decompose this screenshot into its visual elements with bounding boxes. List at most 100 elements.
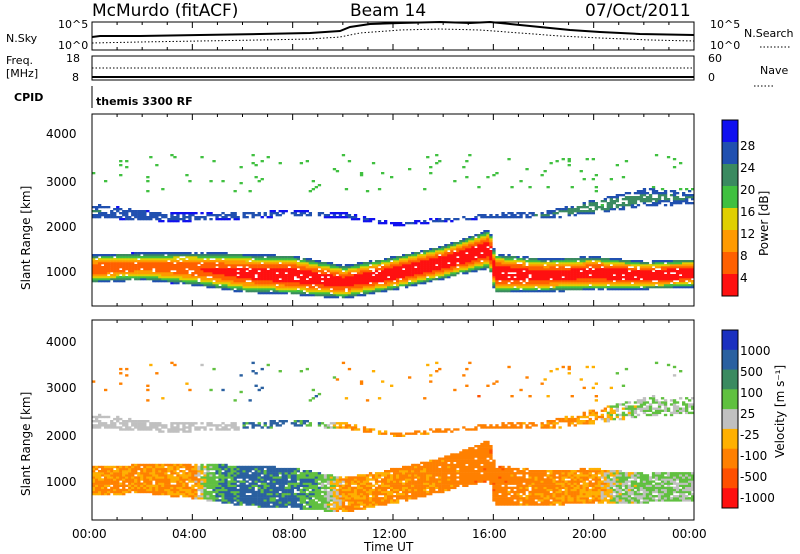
power-cell	[248, 266, 252, 269]
power-cell	[377, 274, 382, 277]
power-cell	[224, 286, 228, 289]
power-cell	[555, 212, 559, 215]
velocity-cell	[125, 424, 129, 427]
velocity-cell	[251, 465, 255, 469]
power-cell	[155, 164, 159, 167]
velocity-cell	[158, 492, 162, 496]
power-cell	[296, 290, 301, 293]
power-cell	[278, 280, 282, 283]
power-cell	[588, 210, 592, 213]
power-cell	[588, 260, 592, 263]
velocity-cell	[137, 426, 141, 429]
power-cell	[513, 278, 517, 281]
power-cell	[465, 218, 469, 221]
power-cell	[618, 262, 623, 265]
power-cell	[362, 274, 367, 277]
power-cell	[648, 270, 653, 273]
velocity-cell	[248, 486, 252, 490]
velocity-cell	[248, 422, 252, 425]
velocity-cell	[188, 467, 192, 471]
power-cell	[522, 274, 526, 277]
power-cell	[347, 216, 352, 219]
power-cell	[263, 274, 267, 277]
power-cell	[450, 258, 454, 261]
power-cell	[654, 270, 659, 273]
velocity-cell	[266, 465, 270, 469]
power-cell	[396, 272, 400, 275]
power-cell	[203, 276, 207, 279]
velocity-cell	[248, 495, 252, 498]
velocity-cell	[227, 472, 231, 475]
power-cell	[528, 258, 532, 261]
power-cell	[110, 266, 114, 269]
velocity-cell	[242, 501, 246, 504]
power-cell	[353, 292, 358, 295]
power-cell	[498, 274, 502, 277]
power-cell	[347, 268, 352, 271]
velocity-cell	[257, 492, 261, 496]
power-cell	[152, 260, 156, 263]
power-cell	[155, 276, 159, 279]
power-cell	[648, 204, 653, 207]
power-cell	[567, 270, 571, 273]
power-cell	[239, 270, 243, 273]
velocity-cell	[182, 426, 186, 429]
power-cell	[236, 280, 240, 283]
power-cell	[639, 190, 644, 193]
power-cell	[675, 282, 680, 285]
power-cell	[489, 234, 493, 237]
velocity-cell	[98, 474, 102, 477]
velocity-cell	[230, 490, 234, 494]
power-cell	[489, 216, 493, 219]
power-cell	[510, 258, 514, 261]
power-cell	[323, 294, 328, 297]
velocity-cell	[239, 497, 243, 500]
power-cell	[278, 282, 282, 285]
velocity-cell	[257, 488, 261, 492]
velocity-cell	[110, 472, 114, 475]
velocity-cell	[146, 482, 150, 485]
power-cell	[275, 274, 279, 277]
power-cell	[221, 252, 225, 255]
power-cell	[323, 280, 328, 283]
power-cell	[579, 260, 583, 263]
velocity-cell	[245, 486, 249, 490]
power-cell	[230, 274, 234, 277]
power-cell	[272, 266, 276, 269]
power-cell	[540, 260, 544, 263]
power-cell	[534, 284, 538, 287]
velocity-cell	[224, 478, 228, 481]
power-cell	[498, 288, 502, 291]
power-cell	[444, 248, 448, 251]
power-cell	[507, 270, 511, 273]
power-cell	[215, 258, 219, 261]
velocity-cell	[197, 465, 201, 469]
velocity-cell	[230, 501, 234, 504]
power-cell	[507, 260, 511, 263]
power-cell	[320, 284, 325, 287]
power-cell	[630, 278, 635, 281]
power-cell	[137, 274, 141, 277]
power-cell	[347, 278, 352, 281]
power-cell	[194, 216, 198, 219]
power-cell	[417, 262, 421, 265]
velocity-cell	[128, 467, 132, 471]
power-cell	[558, 274, 562, 277]
power-cell	[570, 268, 574, 271]
power-cell	[350, 280, 355, 283]
power-cell	[657, 286, 662, 289]
power-cell	[648, 286, 653, 289]
power-cell	[317, 260, 322, 263]
power-cell	[414, 270, 418, 273]
power-cell	[224, 282, 228, 285]
power-cell	[618, 194, 623, 197]
power-cell	[152, 266, 156, 269]
power-cell	[540, 258, 544, 261]
power-cell	[335, 290, 340, 293]
power-cell	[272, 288, 276, 291]
power-cell	[561, 264, 565, 267]
power-cell	[438, 274, 442, 277]
power-cell	[429, 260, 433, 263]
power-cell	[125, 210, 129, 213]
power-cell	[179, 266, 183, 269]
